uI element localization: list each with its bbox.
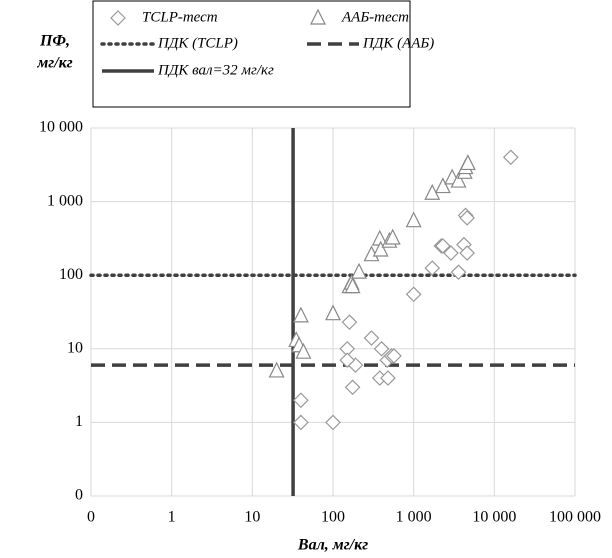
diamond-marker [373, 340, 390, 357]
triangle-marker [434, 177, 451, 194]
diamond-marker [450, 264, 467, 281]
legend-label: ПДК вал=32 мг/кг [157, 62, 274, 78]
x-tick-label: 10 000 [472, 509, 516, 526]
x-tick-label: 1 000 [396, 509, 432, 526]
legend-label: ПДК (TCLP) [157, 35, 238, 51]
triangle-marker [344, 277, 361, 294]
triangle-marker [450, 171, 467, 188]
diamond-marker [502, 149, 519, 166]
triangle-marker [384, 228, 401, 245]
diamond-marker [443, 245, 459, 261]
y-tick-label: 10 [67, 339, 83, 356]
diamond-marker [339, 352, 356, 369]
y-tick-label: 0 [75, 487, 83, 504]
triangle-marker [325, 304, 341, 321]
diamond-marker [363, 330, 380, 346]
y-tick-label: 100 [59, 266, 83, 283]
diamond-marker [459, 245, 475, 261]
triangle-marker [405, 211, 422, 228]
diamond-marker [325, 414, 341, 431]
diamond-marker [341, 314, 358, 331]
y-axis-label: ПФ, [39, 33, 70, 50]
diamond-marker [293, 392, 309, 409]
x-tick-label: 0 [87, 509, 95, 526]
y-tick-label: 1 [75, 413, 83, 430]
diamond-marker [380, 370, 396, 386]
legend-box [92, 0, 411, 108]
diamond-marker [405, 286, 422, 303]
y-tick-label: 10 000 [39, 119, 83, 136]
legend-label: TCLP-тест [142, 9, 218, 25]
triangle-marker [351, 262, 367, 279]
legend-label: ААБ-тест [341, 9, 409, 25]
triangle-marker [268, 361, 285, 378]
triangle-marker [295, 342, 312, 359]
y-axis-unit: мг/кг [36, 55, 72, 72]
diamond-marker [293, 414, 309, 431]
triangle-marker [459, 154, 476, 171]
legend-marker [110, 10, 126, 26]
diamond-marker [386, 348, 402, 364]
triangle-marker [372, 240, 389, 257]
diamond-marker [424, 260, 441, 276]
triangle-marker [292, 306, 309, 323]
legend-marker [310, 8, 326, 25]
diamond-marker [459, 210, 475, 226]
x-tick-label: 100 [321, 509, 345, 526]
x-axis-label: Вал, мг/кг [297, 537, 368, 554]
diamond-marker [434, 238, 451, 254]
x-tick-label: 1 [168, 509, 176, 526]
legend-label: ПДК (ААБ) [362, 35, 434, 51]
y-tick-label: 1 000 [47, 192, 83, 209]
x-tick-label: 100 000 [549, 509, 601, 526]
diamond-marker [344, 379, 361, 396]
x-tick-label: 10 [244, 509, 260, 526]
